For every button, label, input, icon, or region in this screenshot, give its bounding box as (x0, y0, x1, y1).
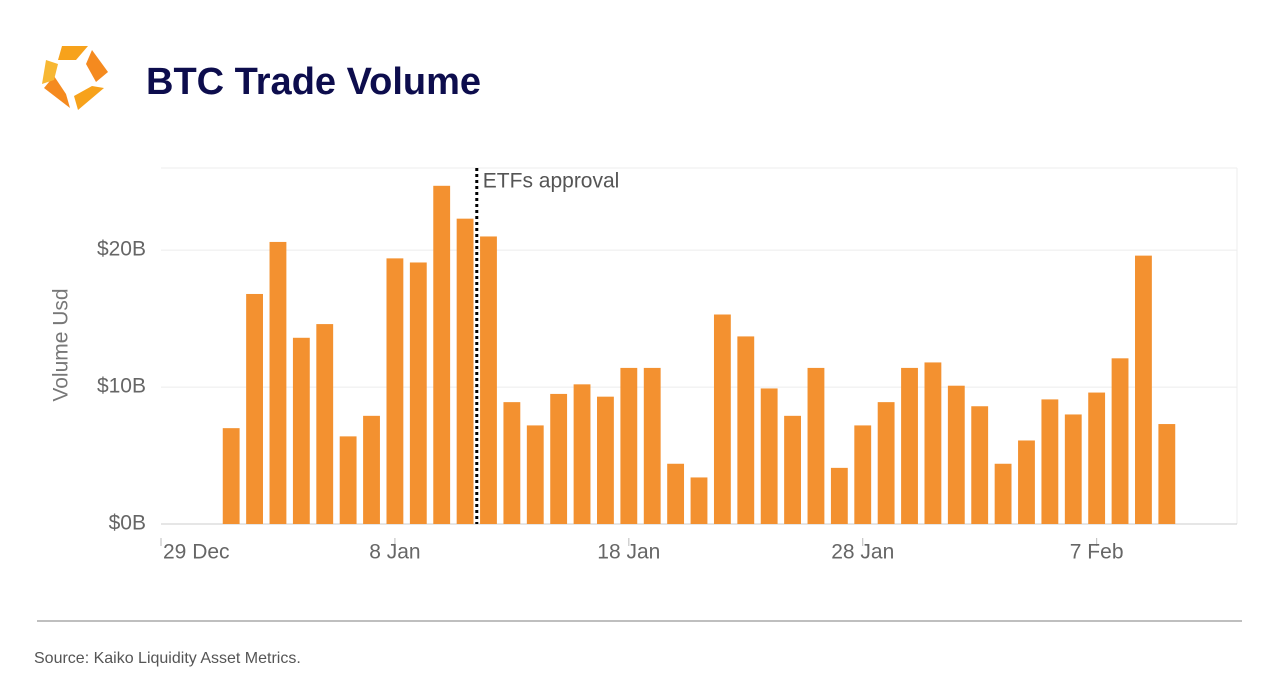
bar (784, 415, 801, 524)
bar (292, 337, 310, 524)
bar (713, 314, 731, 524)
y-tick-label: $20B (97, 238, 146, 261)
bar (456, 218, 474, 524)
bar (409, 262, 427, 524)
source: Source: Kaiko Liquidity Asset Metrics. (34, 650, 301, 667)
bar (550, 393, 568, 524)
bar (1041, 399, 1059, 524)
x-tick-label: 29 Dec (163, 541, 230, 564)
bar (316, 324, 334, 524)
bar (1064, 414, 1082, 524)
bar (222, 428, 240, 524)
bar (877, 402, 895, 524)
bar (901, 367, 918, 524)
bar (1088, 392, 1106, 524)
bar (760, 388, 778, 524)
bar (363, 415, 380, 524)
bar (433, 185, 451, 525)
bar (526, 425, 544, 524)
y-tick-label: $10B (97, 375, 146, 398)
bar (597, 396, 614, 524)
bar (971, 406, 989, 524)
bar (924, 362, 942, 524)
bar (503, 402, 521, 524)
chart-title: BTC Trade Volume (146, 61, 481, 103)
bar (1158, 424, 1176, 524)
bar (737, 336, 755, 524)
x-tick-label: 28 Jan (831, 541, 894, 564)
bar (807, 367, 825, 524)
bar (339, 436, 357, 524)
bar (854, 425, 872, 524)
bar (994, 463, 1012, 524)
bar (269, 241, 287, 524)
bar (573, 384, 591, 524)
bar (1111, 358, 1129, 524)
y-axis-label: Volume Usd (50, 288, 73, 401)
bar (667, 463, 685, 524)
annotation-label: ETFs approval (483, 170, 620, 193)
bar (643, 367, 661, 524)
bar (1135, 255, 1152, 524)
x-tick-label: 7 Feb (1070, 541, 1124, 564)
bar (386, 258, 404, 524)
bar (947, 385, 965, 524)
bar (1018, 440, 1035, 524)
x-tick-label: 8 Jan (369, 541, 420, 564)
y-tick-label: $0B (109, 512, 146, 535)
bar (246, 293, 263, 524)
bar (830, 467, 848, 524)
bar (690, 477, 708, 524)
x-tick-label: 18 Jan (597, 541, 660, 564)
bar (480, 236, 497, 524)
logo (42, 46, 108, 110)
bar (620, 367, 638, 524)
